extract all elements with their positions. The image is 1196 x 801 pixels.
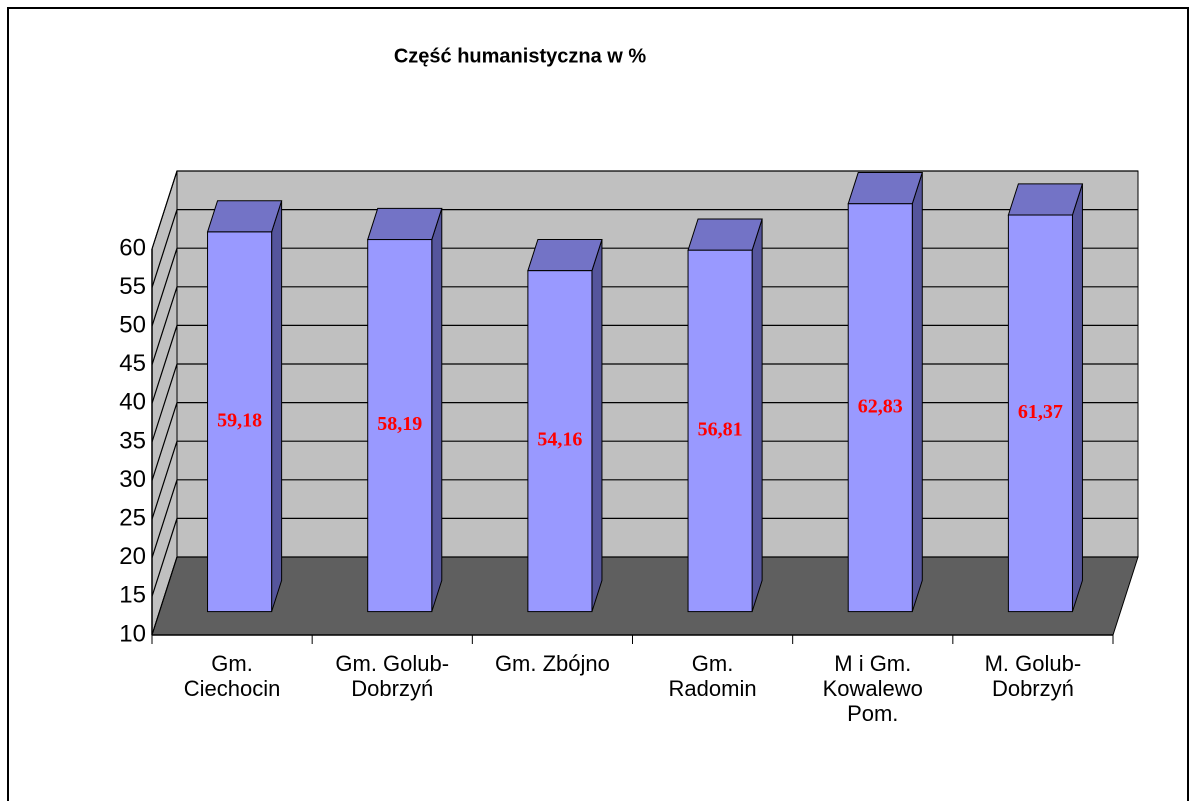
- x-tick-label: Gm. Radomin: [669, 651, 757, 701]
- x-tick-label: Gm. Zbójno: [495, 651, 610, 676]
- grid-line: [151, 556, 1138, 636]
- grid-line: [151, 440, 1138, 520]
- x-tick-label: M. Golub-Dobrzyń: [985, 651, 1082, 701]
- floor: [151, 556, 1139, 636]
- x-tick-label: M i Gm. Kowalewo Pom.: [823, 651, 923, 726]
- bar-top: [206, 200, 283, 233]
- bar-side: [1071, 183, 1083, 612]
- value-label: 61,37: [1018, 401, 1063, 423]
- grid-line: [151, 517, 1138, 597]
- bar: [1007, 214, 1073, 613]
- y-tick-label: 10: [119, 620, 146, 647]
- grid-line: [151, 170, 1138, 250]
- grid-line: [151, 286, 1138, 365]
- bar-side: [911, 172, 923, 612]
- y-tick-label: 25: [119, 505, 146, 532]
- value-label: 54,16: [537, 429, 582, 451]
- bar-top: [1007, 183, 1084, 216]
- y-tick-label: 60: [119, 234, 146, 261]
- y-tick-label: 40: [119, 389, 146, 416]
- y-tick-label: 55: [119, 273, 146, 300]
- y-tick-label: 50: [119, 312, 146, 339]
- bar-top: [847, 172, 923, 205]
- y-tick-label: 35: [119, 427, 146, 454]
- bar-side: [431, 208, 443, 612]
- x-tick-label: Gm. Ciechocin: [184, 651, 281, 701]
- grid-line: [151, 479, 1138, 558]
- bar: [207, 231, 273, 613]
- bar: [687, 249, 753, 613]
- y-tick-label: 45: [119, 350, 146, 377]
- bar: [527, 270, 593, 613]
- grid-line: [151, 247, 1138, 327]
- bar-side: [591, 239, 603, 612]
- value-label: 58,19: [377, 413, 422, 435]
- value-label: 56,81: [698, 419, 743, 441]
- bar: [847, 203, 913, 613]
- grid-line: [151, 209, 1138, 288]
- y-tick-label: 15: [119, 582, 146, 609]
- bar-side: [271, 200, 283, 612]
- grid-line: [151, 324, 1138, 404]
- bar-top: [527, 238, 603, 272]
- value-label: 59,18: [217, 409, 262, 431]
- x-tick-label: Gm. Golub-Dobrzyń: [335, 651, 449, 701]
- bar: [367, 239, 433, 613]
- bar-top: [687, 218, 763, 251]
- y-tick-label: 20: [119, 543, 146, 570]
- chart-title: Część humanistyczna w %: [394, 45, 647, 67]
- grid-line: [151, 363, 1138, 443]
- value-label: 62,83: [858, 395, 903, 417]
- bar-side: [751, 218, 763, 612]
- bar-top: [367, 207, 443, 241]
- y-tick-label: 30: [119, 466, 146, 493]
- grid-line: [151, 402, 1138, 481]
